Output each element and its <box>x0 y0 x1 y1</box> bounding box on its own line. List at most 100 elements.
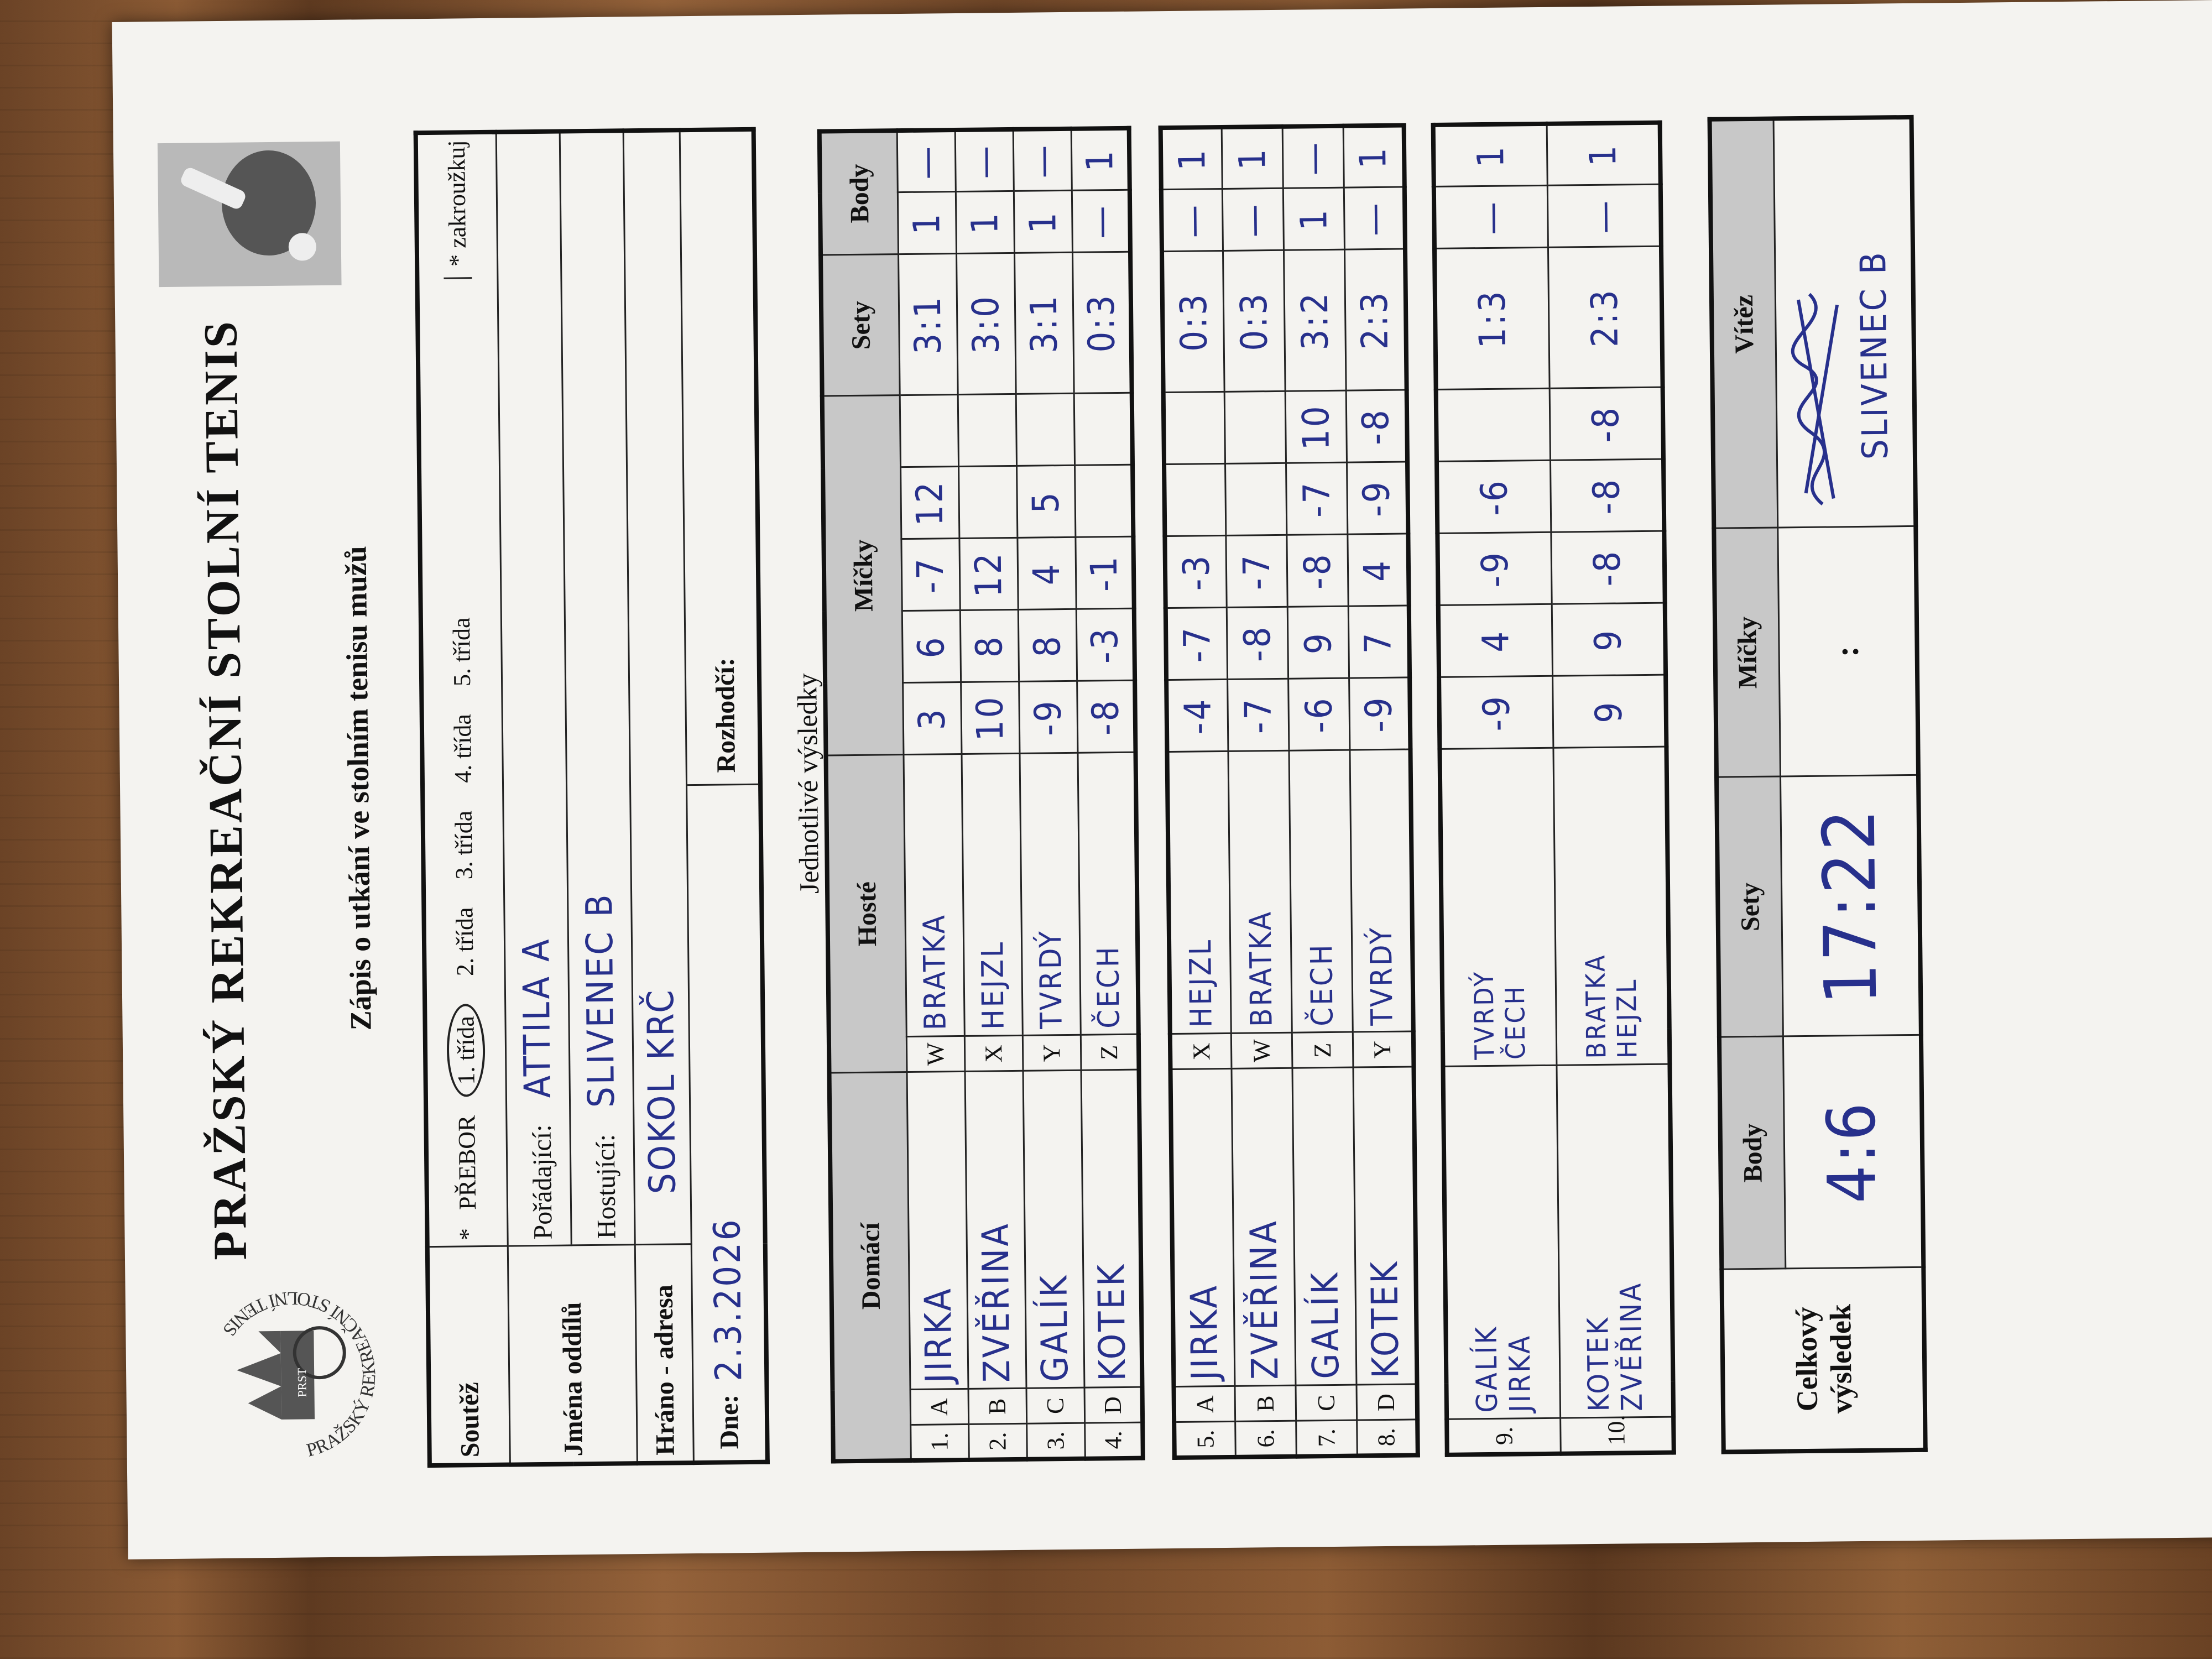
game-score: -9 <box>1437 532 1552 606</box>
table-tennis-paddle-icon <box>157 141 342 288</box>
home-player-name: ZVĚŘINA <box>1241 1218 1286 1380</box>
guest-points: 1 <box>1546 122 1661 186</box>
guest-points: — <box>1282 126 1344 189</box>
guest-player: BRATKA <box>1228 750 1292 1034</box>
guest-player-name: TVRDÝ <box>1468 969 1501 1060</box>
game-score: 3 <box>902 682 962 755</box>
venue-label: Hráno - adresa <box>634 1244 693 1464</box>
game-score: -9 <box>1349 677 1411 750</box>
game-score: -8 <box>1286 534 1348 607</box>
game-score: -7 <box>1225 535 1287 608</box>
game-score: 12 <box>900 466 959 540</box>
guest-player-letter: X <box>964 1035 1023 1072</box>
home-player-letter: C <box>1026 1387 1085 1424</box>
game-score: -8 <box>1549 387 1663 461</box>
home-points: — <box>1222 188 1284 251</box>
game-score: -8 <box>1550 459 1665 533</box>
guest-player-letter: W <box>1230 1032 1292 1069</box>
crossed-out-scribble <box>1791 293 1839 506</box>
referee-label: Rozhodčí: <box>710 658 741 773</box>
home-player-name: ZVĚŘINA <box>974 1221 1019 1383</box>
home-player-name: KOTEK <box>1363 1259 1407 1379</box>
club-names-label: Jména oddílů <box>507 1245 637 1465</box>
game-score: -1 <box>1075 536 1134 609</box>
guest-player: TVRDÝ <box>1019 753 1081 1036</box>
home-player-name-2: JIRKA <box>1503 1333 1537 1413</box>
home-club-label: Pořádající: <box>527 1124 558 1240</box>
set-score: 0:3 <box>1161 251 1224 393</box>
home-player-name: GALÍK <box>1470 1324 1504 1413</box>
guest-player-name-2: HEJZL <box>1611 977 1644 1059</box>
game-score: -7 <box>901 538 960 612</box>
match-number: 2. <box>968 1423 1027 1460</box>
set-score: 3:0 <box>956 253 1016 395</box>
header-sets: Sety <box>821 254 900 397</box>
guest-player-name: ČECH <box>1090 945 1126 1029</box>
game-score: -3 <box>1076 608 1135 681</box>
winner-value: SLIVENEC B <box>1853 249 1896 460</box>
home-points: — <box>1161 189 1223 252</box>
game-score <box>1015 393 1075 466</box>
prebor-option: PŘEBOR <box>453 1115 482 1211</box>
home-player-name: GALÍK <box>1032 1273 1077 1383</box>
home-player-name: KOTEK <box>1582 1315 1616 1412</box>
game-score: 12 <box>959 538 1018 611</box>
set-score: 0:3 <box>1222 250 1285 392</box>
header-points: Body <box>819 131 899 255</box>
class-option-5: 5. třída <box>448 617 476 687</box>
match-number: 10. <box>1560 1415 1674 1454</box>
home-player-name: JIRKA <box>1182 1283 1227 1381</box>
game-score: 9 <box>1552 675 1667 748</box>
winner-label: Vítěz <box>1709 118 1778 529</box>
home-points: 1 <box>1282 187 1344 251</box>
match-row: 9. GALÍK JIRKA TVRDÝ ČECH -9 4 -9 -6 1:3—1 <box>1433 123 1561 1455</box>
guest-club-name: SLIVENEC B <box>578 892 623 1108</box>
guest-player-name: BRATKA <box>916 912 953 1031</box>
total-balls-label: Míčky <box>1714 528 1781 778</box>
guest-player: BRATKA HEJZL <box>1553 747 1670 1066</box>
singles-table-1: Domácí Hosté Míčky Sety Body 1. A JIRKA W BRATKA 3… <box>817 126 1145 1464</box>
header-guest: Hosté <box>826 755 907 1073</box>
game-score: -7 <box>1227 679 1289 752</box>
home-player: ZVĚŘINA <box>1231 1068 1296 1386</box>
guest-player-letter: Y <box>1352 1031 1414 1068</box>
star-mark: * <box>454 1228 482 1241</box>
game-score: -8 <box>1551 531 1665 604</box>
home-player-letter: A <box>910 1389 969 1425</box>
guest-player-name: HEJZL <box>1182 937 1219 1028</box>
game-score: 8 <box>1018 609 1077 682</box>
guest-points: 1 <box>1221 126 1283 189</box>
total-sets-label: Sety <box>1717 776 1783 1037</box>
game-score: -9 <box>1439 676 1553 749</box>
home-player: GALÍK JIRKA <box>1443 1065 1561 1420</box>
set-score: 2:3 <box>1547 246 1663 389</box>
home-player: KOTEK ZVĚŘINA <box>1556 1064 1674 1418</box>
game-score: -9 <box>1019 681 1078 754</box>
total-points-label: Body <box>1719 1036 1786 1270</box>
guest-player: ČECH <box>1288 750 1353 1033</box>
game-score <box>899 394 959 468</box>
class-option-2: 2. třída <box>451 907 479 977</box>
competition-options: * PŘEBOR 1. třída 2. třída 3. třída 4. tříd… <box>415 132 508 1248</box>
home-points: 1 <box>1013 190 1073 253</box>
home-points: — <box>1071 190 1131 253</box>
game-score: 4 <box>1438 604 1553 677</box>
match-row: 10. KOTEK ZVĚŘINA BRATKA HEJZL 9 9 -8 -8 -8 2:3—1 <box>1546 122 1674 1454</box>
guest-player-letter: Y <box>1022 1035 1081 1071</box>
set-score: 3:1 <box>1014 252 1074 394</box>
home-player-letter: A <box>1173 1386 1235 1422</box>
set-score: 0:3 <box>1072 252 1132 394</box>
class-option-1: 1. třída <box>446 1003 486 1098</box>
date-value: 2.3.2026 <box>706 1217 750 1382</box>
game-score <box>958 466 1018 539</box>
game-score: -4 <box>1166 679 1228 753</box>
table-header-row: Domácí Hosté Míčky Sety Body <box>819 131 911 1462</box>
class-option-4: 4. třída <box>448 713 477 784</box>
match-number: 9. <box>1447 1418 1561 1455</box>
home-player-letter: D <box>1356 1384 1418 1421</box>
guest-player: TVRDÝ <box>1349 749 1413 1032</box>
game-score <box>957 394 1017 467</box>
game-score: -8 <box>1077 680 1136 753</box>
singles-table-2: 5. A JIRKA X HEJZL -4 -7 -3 0:3—1 6. B ZVĚŘINA W BRAT… <box>1158 123 1420 1460</box>
game-score: -9 <box>1347 462 1408 535</box>
